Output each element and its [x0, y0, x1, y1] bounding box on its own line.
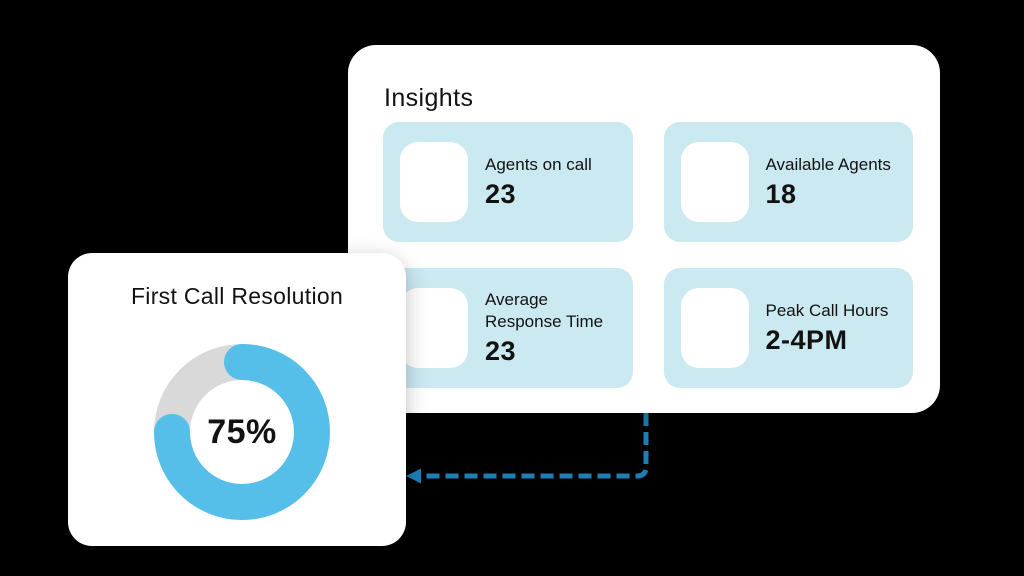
stat-tile-peak-call-hours: Peak Call Hours 2-4PM	[663, 268, 913, 388]
stat-label: Average Response Time	[485, 289, 604, 331]
stat-icon-placeholder	[400, 288, 468, 368]
stat-tile-agents-on-call: Agents on call 23	[383, 122, 633, 242]
stat-value: 2-4PM	[765, 325, 848, 356]
stats-grid: Agents on call 23 Available Agents 18 Av…	[383, 122, 913, 388]
donut-chart: 75%	[154, 344, 330, 520]
first-call-resolution-card: First Call Resolution 75%	[68, 253, 406, 546]
donut-arc	[154, 344, 330, 520]
stat-value: 23	[485, 336, 517, 367]
stat-icon-placeholder	[680, 288, 749, 368]
stat-value: 23	[485, 179, 517, 210]
insights-title: Insights	[384, 83, 474, 112]
stat-icon-placeholder	[680, 142, 749, 222]
fcr-title: First Call Resolution	[130, 283, 344, 309]
stat-icon-placeholder	[400, 142, 468, 222]
connector-arrow-icon	[406, 468, 421, 484]
stat-value: 18	[765, 179, 797, 210]
connector-path	[421, 413, 649, 479]
stat-label: Agents on call	[485, 154, 592, 174]
insights-card: Insights Agents on call 23 Available Age…	[348, 45, 940, 413]
donut-svg	[154, 344, 330, 520]
stat-tile-average-response-time: Average Response Time 23	[383, 268, 633, 388]
stat-label: Peak Call Hours	[765, 300, 889, 320]
stat-label: Available Agents	[765, 154, 891, 174]
donut-center-label: 75%	[207, 412, 277, 451]
stat-tile-available-agents: Available Agents 18	[663, 122, 913, 242]
